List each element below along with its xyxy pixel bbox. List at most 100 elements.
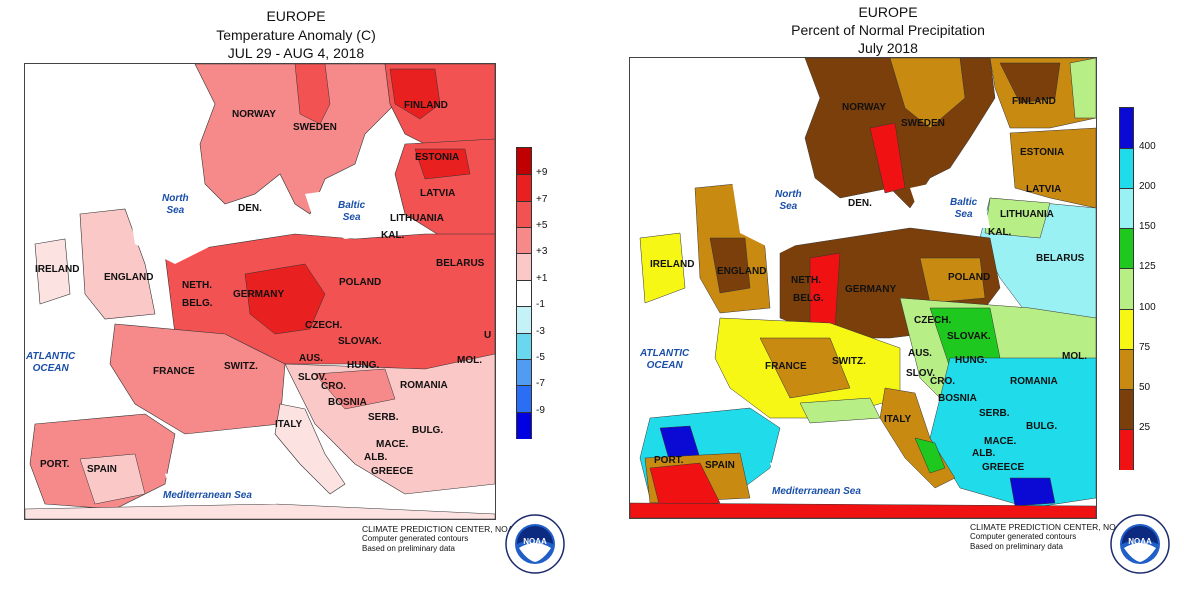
country-label-hungary: HUNG. (347, 360, 380, 371)
country-label-germany: GERMANY (233, 289, 285, 300)
precipitation-legend: 400 200 150 125 100 75 50 25 (1119, 107, 1179, 473)
country-label-poland: POLAND (339, 277, 382, 288)
country-label-latvia: LATVIA (420, 188, 456, 199)
country-label-lithuania: LITHUANIA (1000, 209, 1054, 220)
country-label-spain: SPAIN (705, 460, 735, 471)
sea-label-baltic-sea: Baltic Sea (950, 197, 978, 220)
noaa-logo-icon: NOAA (1110, 514, 1170, 574)
country-label-moldova: MOL. (1062, 351, 1087, 362)
map-title: EUROPE (266, 8, 326, 24)
country-label-romania: ROMANIA (1010, 376, 1058, 387)
country-label-belarus: BELARUS (1036, 253, 1085, 264)
temperature-map (24, 63, 496, 520)
sea-label-atlantic-ocean: ATLANTIC OCEAN (26, 351, 76, 374)
country-label-albania: ALB. (972, 448, 996, 459)
country-label-moldova: MOL. (457, 355, 482, 366)
legend-tick-label: 25 (1139, 421, 1151, 433)
country-label-poland: POLAND (948, 272, 991, 283)
country-label-germany: GERMANY (845, 284, 897, 295)
country-label-france: FRANCE (153, 366, 195, 377)
temperature-legend-bar (516, 147, 532, 439)
country-label-portugal: PORT. (40, 459, 70, 470)
country-label-switzerland: SWITZ. (224, 361, 258, 372)
country-label-italy: ITALY (884, 414, 912, 425)
country-label-portugal: PORT. (654, 455, 684, 466)
legend-tick-label: +7 (536, 193, 548, 205)
sea-label-north-sea: North Sea (775, 189, 802, 212)
country-label-bulgaria: BULG. (412, 425, 444, 436)
country-label-czech: CZECH. (305, 320, 343, 331)
country-label-bosnia: BOSNIA (938, 393, 977, 404)
credit-line-3: Based on preliminary data (970, 542, 1063, 551)
legend-tick-label: 75 (1139, 341, 1151, 353)
country-label-finland: FINLAND (1012, 96, 1056, 107)
map-title: EUROPE (858, 4, 918, 20)
country-label-slovakia: SLOVAK. (947, 331, 991, 342)
country-label-spain: SPAIN (87, 464, 117, 475)
legend-swatch (517, 253, 531, 281)
country-label-estonia: ESTONIA (415, 152, 460, 163)
legend-swatch (517, 279, 531, 308)
country-label-norway: NORWAY (232, 109, 276, 120)
noaa-logo: NOAA (1110, 514, 1170, 579)
legend-tick-label: +3 (536, 246, 548, 258)
country-label-france: FRANCE (765, 361, 807, 372)
legend-swatch (1120, 228, 1133, 270)
sea-label-atlantic-ocean: ATLANTIC OCEAN (640, 348, 690, 371)
legend-swatch (1120, 428, 1133, 470)
noaa-logo-text: NOAA (523, 537, 547, 546)
legend-swatch (517, 411, 531, 439)
country-label-denmark: DEN. (238, 203, 262, 214)
country-label-estonia: ESTONIA (1020, 147, 1065, 158)
country-label-kaliningrad: KAL. (381, 230, 405, 241)
map-subtitle: Temperature Anomaly (C) (216, 27, 376, 43)
legend-swatch (1120, 108, 1133, 149)
country-label-ukraine-partial: U (484, 330, 492, 341)
legend-swatch (1120, 348, 1133, 390)
legend-tick-label: -5 (536, 351, 545, 363)
legend-tick-label: 400 (1139, 141, 1156, 153)
country-label-netherlands: NETH. (791, 275, 821, 286)
country-label-serbia: SERB. (979, 408, 1010, 419)
country-label-sweden: SWEDEN (901, 118, 945, 129)
noaa-logo-text: NOAA (1128, 537, 1152, 546)
country-label-netherlands: NETH. (182, 280, 212, 291)
country-label-macedonia: MACE. (376, 439, 409, 450)
legend-tick-label: -7 (536, 378, 545, 390)
temperature-map-graphic (25, 64, 495, 519)
legend-swatch (517, 332, 531, 360)
temperature-anomaly-panel: EUROPE Temperature Anomaly (C) JUL 29 - … (24, 8, 565, 574)
legend-swatch (517, 385, 531, 413)
country-label-england: ENGLAND (717, 266, 767, 277)
legend-tick-label: -3 (536, 325, 545, 337)
legend-swatch (517, 227, 531, 255)
country-label-austria: AUS. (299, 353, 323, 364)
country-label-slovenia: SLOV. (298, 372, 328, 383)
legend-swatch (517, 358, 531, 387)
country-label-kaliningrad: KAL. (988, 227, 1012, 238)
credit-line-2: Computer generated contours (970, 532, 1077, 541)
country-label-belgium: BELG. (182, 298, 213, 309)
country-label-austria: AUS. (908, 348, 932, 359)
precipitation-map-graphic (630, 58, 1096, 518)
credit-line-1: CLIMATE PREDICTION CENTER, NOAA (362, 524, 520, 534)
precipitation-map (629, 57, 1097, 519)
country-label-england: ENGLAND (104, 272, 154, 283)
country-label-macedonia: MACE. (984, 436, 1017, 447)
country-label-belgium: BELG. (793, 293, 824, 304)
country-label-ireland: IRELAND (35, 264, 80, 275)
legend-tick-label: -9 (536, 404, 545, 416)
country-label-czech: CZECH. (914, 315, 952, 326)
country-label-hungary: HUNG. (955, 355, 988, 366)
country-label-slovakia: SLOVAK. (338, 336, 382, 347)
country-label-norway: NORWAY (842, 102, 886, 113)
legend-swatch (1120, 188, 1133, 230)
country-label-romania: ROMANIA (400, 380, 448, 391)
credit-line-1: CLIMATE PREDICTION CENTER, NOAA (970, 522, 1128, 532)
legend-tick-label: 200 (1139, 181, 1156, 193)
sea-label-mediterranean: Mediterranean Sea (772, 486, 861, 497)
country-label-greece: GREECE (982, 462, 1025, 473)
legend-swatch (517, 200, 531, 229)
credit-line-3: Based on preliminary data (362, 544, 455, 553)
credit-block: CLIMATE PREDICTION CENTER, NOAA Computer… (362, 524, 519, 554)
